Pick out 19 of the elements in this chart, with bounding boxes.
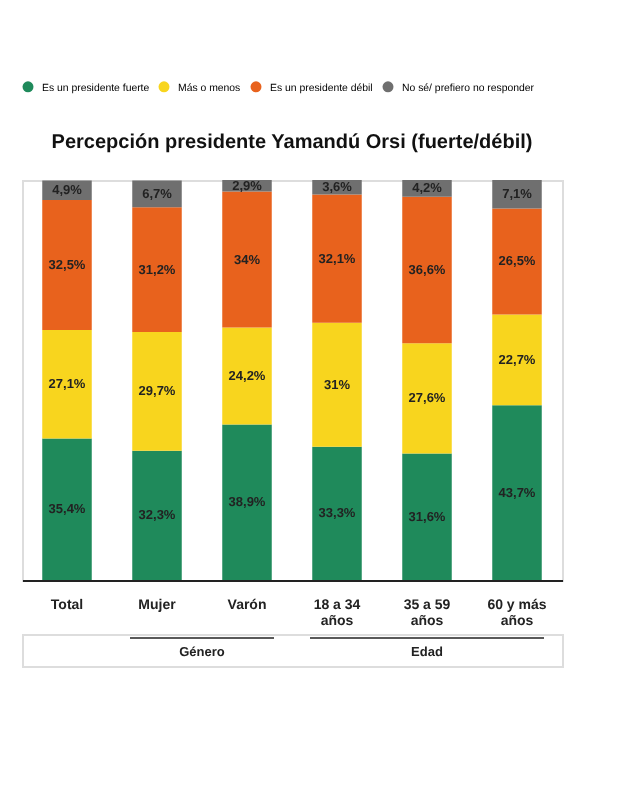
bar [222, 327, 272, 425]
bar [312, 322, 362, 447]
bar [492, 405, 542, 580]
bar [222, 424, 272, 580]
bar [492, 208, 542, 315]
bar [402, 343, 452, 454]
bar [312, 194, 362, 323]
bar [132, 450, 182, 580]
bar [312, 446, 362, 580]
bar [42, 330, 92, 439]
bar [492, 314, 542, 406]
bar [402, 196, 452, 344]
bar [42, 200, 92, 330]
bar [132, 332, 182, 451]
bar [222, 191, 272, 328]
bar [402, 453, 452, 580]
bar [132, 207, 182, 332]
bar [42, 438, 92, 580]
chart-title: Percepción presidente Yamandú Orsi (fuerte/débil) [51, 131, 533, 154]
